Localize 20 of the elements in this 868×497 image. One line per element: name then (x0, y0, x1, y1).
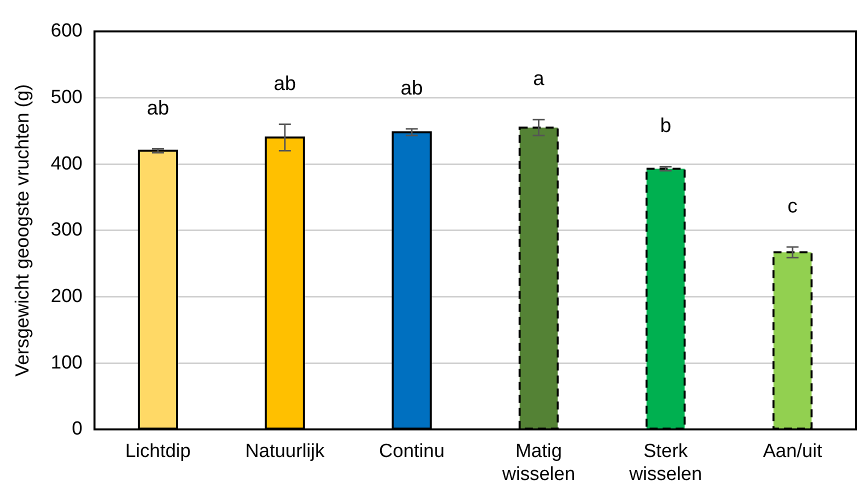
x-tick-label: Sterk wisselen (628, 441, 702, 485)
y-tick-label: 400 (50, 153, 82, 174)
annotation: ab (400, 77, 423, 100)
y-tick-label: 200 (50, 286, 82, 307)
y-tick-label: 600 (50, 20, 82, 42)
annotation: c (788, 196, 798, 218)
y-tick-label: 500 (50, 86, 82, 108)
annotation: ab (274, 72, 296, 95)
annotation: b (660, 115, 672, 138)
x-tick-label: Aan/uit (762, 441, 823, 462)
annotation: a (533, 68, 546, 90)
x-tick-label: Natuurlijk (245, 441, 325, 462)
annotation: ab (146, 97, 170, 120)
y-axis-title: Versgewicht geoogste vruchten (g) (12, 84, 34, 377)
y-tick-label: 300 (50, 220, 82, 241)
y-tick-label: 100 (50, 352, 82, 374)
x-tick-label: Continu (379, 441, 445, 462)
x-tick-label: Lichtdip (125, 441, 191, 462)
y-tick-label: 0 (72, 418, 82, 440)
x-tick-label: Matig wisselen (501, 441, 576, 485)
